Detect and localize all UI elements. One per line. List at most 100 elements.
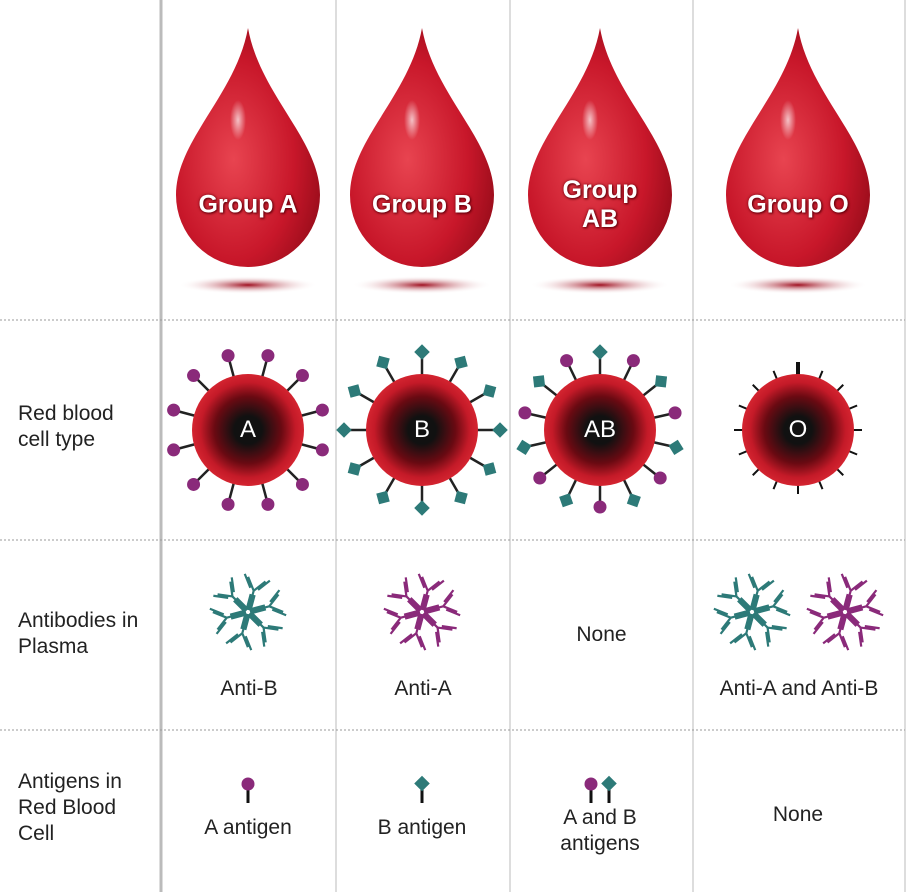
antibody [810, 577, 846, 613]
blood-drop [528, 28, 672, 267]
b-antigen [592, 344, 608, 360]
antibody [399, 613, 427, 651]
a-antigen [261, 497, 275, 511]
antibody [383, 607, 421, 635]
antigen-icon [584, 775, 617, 803]
antibody [717, 577, 753, 613]
blood-drop [726, 28, 870, 267]
b-antigen [516, 439, 532, 455]
antibody-shape [822, 613, 850, 651]
antibody-shape [421, 611, 457, 647]
antibody-shape [717, 577, 753, 613]
antibody-shape [753, 589, 791, 617]
b-antigen [654, 375, 668, 388]
a-antigen [533, 471, 547, 485]
antigen-stem [300, 443, 318, 450]
antigen-stem [359, 392, 375, 404]
antigen-stem [261, 360, 268, 378]
antibody [225, 613, 253, 651]
red-blood-cell [167, 349, 329, 511]
b-antigen [336, 422, 352, 438]
b-antigen [668, 439, 684, 455]
antibody-shape [225, 613, 253, 651]
antibody-shape [713, 607, 751, 635]
drop-shadow [530, 276, 670, 294]
b-antigen [414, 775, 430, 792]
cell-body [742, 374, 854, 486]
antibody-label: None [576, 623, 627, 646]
antigen-stem [567, 364, 578, 381]
red-blood-cell [516, 344, 684, 514]
antibody [846, 589, 884, 617]
b-antigen [482, 384, 497, 398]
cell-body [366, 374, 478, 486]
antibody-cluster [806, 573, 884, 651]
antigen-stem [469, 456, 485, 468]
b-antigen [347, 462, 362, 476]
a-antigen [261, 349, 275, 363]
antigen-stem [178, 410, 196, 417]
row-label: Antibodies in Plasma [18, 609, 139, 658]
b-antigen [454, 355, 468, 370]
antigen-icon [414, 775, 430, 803]
antibody [417, 573, 445, 611]
antigen-stem [529, 412, 547, 419]
antibody [747, 573, 775, 611]
b-antigen [482, 462, 497, 476]
a-antigen [187, 477, 201, 491]
row-label: Antigens in Red Blood Cell [18, 770, 122, 845]
b-antigen [532, 375, 546, 388]
antibody-shape [209, 607, 247, 635]
antibody [729, 613, 757, 651]
antibody-shape [399, 613, 427, 651]
a-antigen [668, 406, 682, 420]
row-label: Red blood cell type [18, 402, 114, 451]
antigen-stem [228, 360, 235, 378]
antibody-label: Anti-B [220, 677, 278, 700]
antigen-stem [653, 412, 671, 419]
drop-label: Group B [372, 190, 472, 219]
a-antigen [518, 406, 532, 420]
antibody [753, 589, 791, 617]
a-antigen [167, 403, 181, 417]
antigen-stem [567, 479, 578, 496]
drop-shadow [352, 276, 492, 294]
cell-label: O [788, 416, 808, 443]
a-antigen [593, 500, 607, 514]
antigen-label: B antigen [377, 816, 467, 839]
b-antigen [414, 500, 430, 516]
blood-drop [350, 28, 494, 267]
antibody [209, 607, 247, 635]
b-antigen [559, 493, 574, 508]
antibody [249, 589, 287, 617]
antibody [213, 577, 249, 613]
antibody-shape [213, 577, 249, 613]
drop-shadow [728, 276, 868, 294]
antigen-stem [261, 482, 268, 500]
antigen-stem [286, 468, 300, 482]
a-antigen [187, 369, 201, 383]
antibody [822, 613, 850, 651]
a-antigen [626, 354, 640, 368]
drop-highlight [404, 100, 420, 140]
antibody-shape [729, 613, 757, 651]
cell-label: B [413, 416, 430, 443]
drop-label: Group A [198, 190, 298, 219]
antigen-stem [622, 479, 633, 496]
cell-label: A [239, 416, 256, 443]
antigen-icon [241, 777, 255, 803]
antigen-stem [642, 384, 658, 397]
a-antigen [315, 403, 329, 417]
b-antigen [376, 490, 390, 505]
a-antigen [221, 349, 235, 363]
antibody-shape [383, 607, 421, 635]
b-antigen [601, 775, 617, 792]
b-antigen [492, 422, 508, 438]
antibody [806, 607, 844, 635]
antigen-stem [448, 367, 460, 383]
antibody-cluster [383, 573, 461, 651]
antibody-shape [417, 573, 445, 611]
antibody [844, 611, 880, 647]
a-antigen [221, 497, 235, 511]
